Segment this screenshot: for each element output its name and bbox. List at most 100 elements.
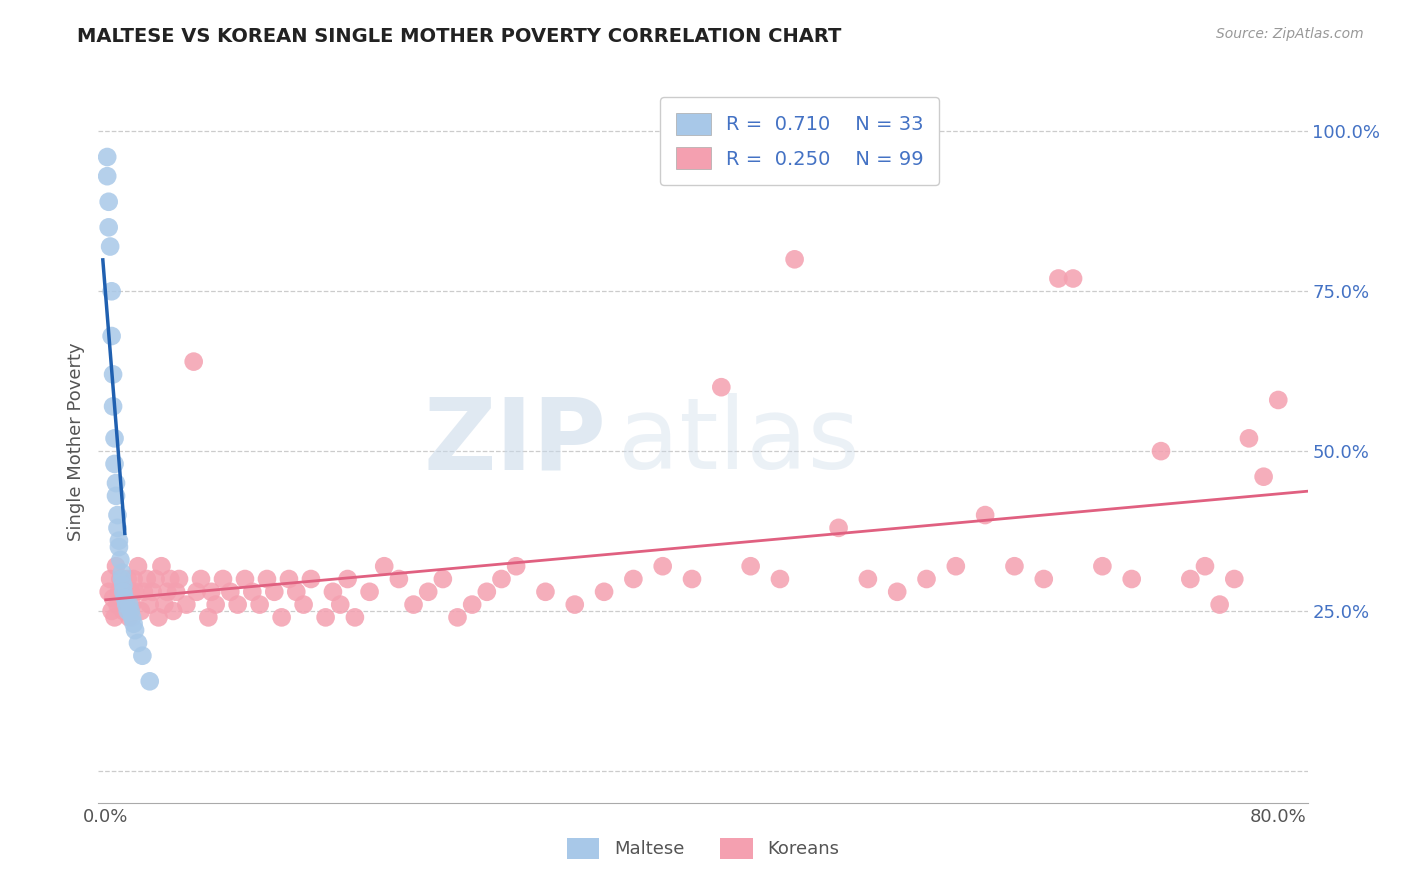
- Point: [101, 400, 124, 414]
- Point: [127, 636, 149, 650]
- Point: [329, 598, 352, 612]
- Point: [1062, 271, 1084, 285]
- Point: [100, 329, 122, 343]
- Point: [118, 610, 141, 624]
- Point: [131, 648, 153, 663]
- Point: [270, 610, 292, 624]
- Point: [112, 584, 135, 599]
- Point: [108, 584, 131, 599]
- Point: [1047, 271, 1070, 285]
- Point: [124, 584, 146, 599]
- Point: [101, 368, 124, 382]
- Point: [249, 598, 271, 612]
- Point: [1004, 559, 1026, 574]
- Point: [322, 584, 344, 599]
- Point: [418, 584, 440, 599]
- Point: [190, 572, 212, 586]
- Point: [200, 584, 222, 599]
- Point: [108, 540, 131, 554]
- Point: [100, 285, 122, 299]
- Point: [461, 598, 484, 612]
- Point: [107, 598, 129, 612]
- Point: [103, 610, 125, 624]
- Point: [278, 572, 301, 586]
- Point: [114, 591, 136, 606]
- Point: [197, 610, 219, 624]
- Point: [1267, 392, 1289, 407]
- Point: [240, 584, 263, 599]
- Point: [593, 584, 616, 599]
- Point: [1121, 572, 1143, 586]
- Point: [681, 572, 703, 586]
- Point: [167, 572, 190, 586]
- Point: [1208, 598, 1230, 612]
- Point: [1237, 431, 1260, 445]
- Point: [121, 610, 143, 624]
- Point: [783, 252, 806, 267]
- Point: [108, 533, 131, 548]
- Point: [534, 584, 557, 599]
- Point: [96, 169, 118, 184]
- Point: [945, 559, 967, 574]
- Point: [96, 150, 118, 164]
- Point: [226, 598, 249, 612]
- Point: [111, 566, 134, 580]
- Point: [159, 572, 181, 586]
- Point: [120, 584, 142, 599]
- Point: [165, 584, 187, 599]
- Point: [343, 610, 366, 624]
- Point: [212, 572, 235, 586]
- Point: [117, 572, 139, 586]
- Point: [710, 380, 733, 394]
- Point: [564, 598, 586, 612]
- Point: [292, 598, 315, 612]
- Point: [103, 431, 125, 445]
- Point: [915, 572, 938, 586]
- Point: [263, 584, 285, 599]
- Point: [621, 572, 644, 586]
- Point: [256, 572, 278, 586]
- Point: [505, 559, 527, 574]
- Point: [432, 572, 454, 586]
- Point: [117, 604, 139, 618]
- Point: [285, 584, 308, 599]
- Point: [142, 584, 165, 599]
- Point: [107, 508, 129, 522]
- Point: [974, 508, 997, 522]
- Point: [98, 239, 121, 253]
- Y-axis label: Single Mother Poverty: Single Mother Poverty: [66, 343, 84, 541]
- Point: [740, 559, 762, 574]
- Text: ZIP: ZIP: [423, 393, 606, 490]
- Point: [110, 553, 132, 567]
- Point: [886, 584, 908, 599]
- Point: [97, 194, 120, 209]
- Point: [122, 616, 145, 631]
- Point: [1253, 469, 1275, 483]
- Point: [114, 584, 136, 599]
- Point: [156, 584, 179, 599]
- Point: [150, 559, 173, 574]
- Point: [105, 489, 128, 503]
- Point: [122, 572, 145, 586]
- Point: [1180, 572, 1202, 586]
- Point: [475, 584, 498, 599]
- Point: [153, 598, 176, 612]
- Point: [124, 623, 146, 637]
- Point: [118, 598, 141, 612]
- Point: [97, 584, 120, 599]
- Point: [388, 572, 411, 586]
- Point: [145, 572, 167, 586]
- Point: [651, 559, 673, 574]
- Point: [115, 598, 138, 612]
- Point: [299, 572, 322, 586]
- Point: [105, 476, 128, 491]
- Point: [105, 559, 128, 574]
- Text: MALTESE VS KOREAN SINGLE MOTHER POVERTY CORRELATION CHART: MALTESE VS KOREAN SINGLE MOTHER POVERTY …: [77, 27, 842, 45]
- Point: [112, 604, 135, 618]
- Point: [491, 572, 513, 586]
- Point: [1032, 572, 1054, 586]
- Point: [315, 610, 337, 624]
- Point: [359, 584, 381, 599]
- Point: [183, 354, 205, 368]
- Point: [769, 572, 792, 586]
